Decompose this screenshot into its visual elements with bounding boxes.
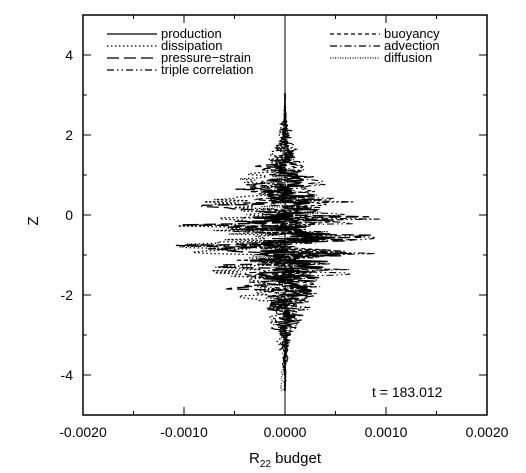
x-tick-label: 0.0000 bbox=[264, 424, 307, 440]
axis-ticks: -0.0020 -0.0010 0.0000 0.0010 0.0020 -4 -2 0 2 4 bbox=[59, 14, 509, 440]
series-line-5 bbox=[235, 93, 340, 391]
y-tick-label: -2 bbox=[61, 287, 74, 303]
legend-label: triple correlation bbox=[161, 62, 254, 77]
time-annotation: t = 183.012 bbox=[372, 384, 443, 400]
series-line-6 bbox=[233, 93, 345, 392]
y-tick-label: 2 bbox=[65, 127, 73, 143]
x-tick-label: 0.0020 bbox=[466, 424, 509, 440]
series-line-7 bbox=[243, 93, 332, 392]
x-axis-title-subscript: 22 bbox=[260, 459, 272, 470]
series-line-2 bbox=[177, 93, 287, 392]
x-tick-label: -0.0020 bbox=[59, 424, 107, 440]
x-tick-label: -0.0010 bbox=[160, 424, 208, 440]
series-layer bbox=[175, 92, 380, 392]
legend-label: dissipation bbox=[161, 38, 222, 53]
legend-label: production bbox=[161, 26, 222, 41]
x-axis-title: R22 budget bbox=[249, 450, 322, 470]
legend-label: pressure−strain bbox=[161, 50, 251, 65]
legend: productiondissipationpressure−straintrip… bbox=[107, 26, 440, 77]
legend-label: buoyancy bbox=[384, 26, 440, 41]
y-axis-title: Z bbox=[25, 216, 42, 225]
y-tick-label: 0 bbox=[65, 207, 73, 223]
y-tick-label: 4 bbox=[65, 47, 73, 63]
x-tick-label: 0.0010 bbox=[365, 424, 408, 440]
x-axis-title-rest: budget bbox=[271, 450, 322, 467]
series-line-4 bbox=[245, 93, 380, 392]
x-axis-title-main: R bbox=[249, 450, 260, 467]
legend-label: advection bbox=[384, 38, 440, 53]
legend-label: diffusion bbox=[384, 50, 432, 65]
y-tick-label: -4 bbox=[61, 367, 74, 383]
